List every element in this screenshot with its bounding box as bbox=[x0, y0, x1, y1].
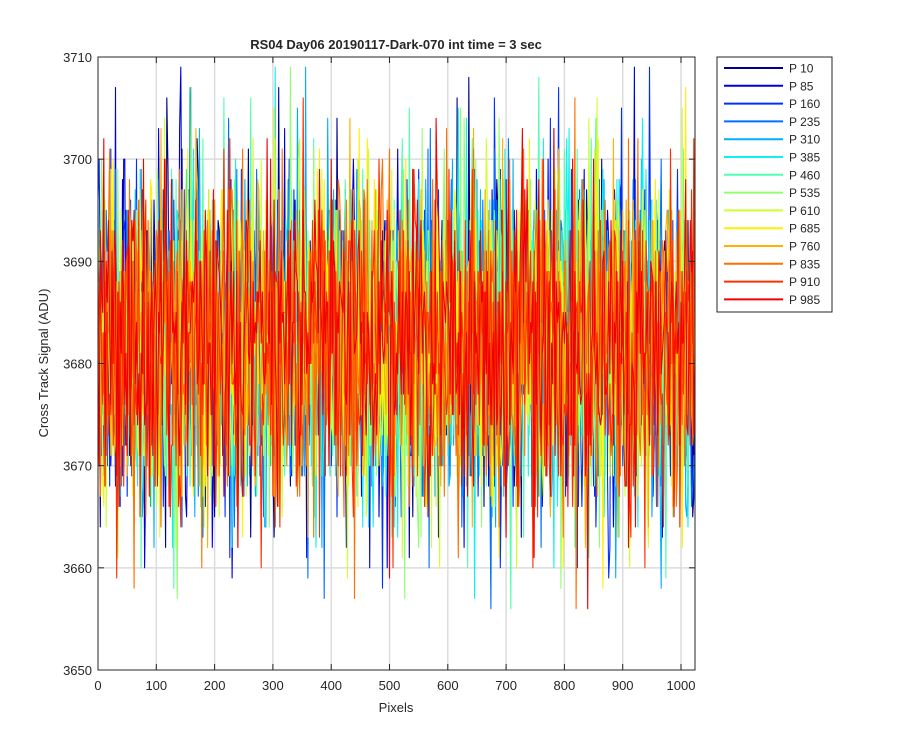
legend-label: P 535 bbox=[789, 186, 820, 200]
series-line bbox=[97, 117, 696, 610]
y-axis-ticks: 3650 3660 3670 3680 3690 3700 3710 bbox=[63, 50, 695, 678]
y-tick-label: 3650 bbox=[63, 663, 92, 678]
y-tick-label: 3700 bbox=[63, 152, 92, 167]
y-axis-label: Cross Track Signal (ADU) bbox=[36, 289, 51, 438]
x-tick-label: 100 bbox=[145, 678, 167, 693]
y-tick-label: 3690 bbox=[63, 254, 92, 269]
series-lines bbox=[97, 66, 696, 610]
x-tick-label: 600 bbox=[437, 678, 459, 693]
chart-title: RS04 Day06 20190117-Dark-070 int time = … bbox=[250, 37, 542, 52]
legend-label: P 10 bbox=[789, 62, 814, 76]
legend-label: P 385 bbox=[789, 151, 820, 165]
legend-box bbox=[716, 56, 833, 313]
y-tick-label: 3660 bbox=[63, 561, 92, 576]
legend-label: P 985 bbox=[789, 293, 820, 307]
y-tick-label: 3680 bbox=[63, 357, 92, 372]
x-axis-label: Pixels bbox=[379, 700, 414, 715]
x-tick-label: 300 bbox=[262, 678, 284, 693]
x-tick-label: 900 bbox=[612, 678, 634, 693]
legend: P 10 P 85 P 160 P 235 P 310 P 385 P 460 P 535 P … bbox=[716, 56, 833, 313]
legend-label: P 460 bbox=[789, 168, 820, 182]
legend-label: P 610 bbox=[789, 204, 820, 218]
legend-label: P 160 bbox=[789, 97, 820, 111]
x-tick-label: 1000 bbox=[667, 678, 696, 693]
x-tick-label: 200 bbox=[204, 678, 226, 693]
legend-label: P 235 bbox=[789, 115, 820, 129]
y-tick-label: 3670 bbox=[63, 459, 92, 474]
y-tick-label: 3710 bbox=[63, 50, 92, 65]
x-axis-ticks: 0 100 200 300 400 500 600 700 800 900 1000 bbox=[94, 57, 695, 693]
series-line bbox=[97, 97, 696, 579]
legend-label: P 835 bbox=[789, 257, 820, 271]
legend-items: P 10 P 85 P 160 P 235 P 310 P 385 P 460 P 535 P … bbox=[724, 62, 820, 307]
x-tick-label: 500 bbox=[379, 678, 401, 693]
legend-label: P 85 bbox=[789, 79, 814, 93]
legend-label: P 685 bbox=[789, 222, 820, 236]
x-tick-label: 400 bbox=[320, 678, 342, 693]
legend-label: P 910 bbox=[789, 275, 820, 289]
x-tick-label: 700 bbox=[495, 678, 517, 693]
legend-label: P 310 bbox=[789, 133, 820, 147]
x-tick-label: 800 bbox=[554, 678, 576, 693]
legend-label: P 760 bbox=[789, 240, 820, 254]
x-tick-label: 0 bbox=[94, 678, 101, 693]
